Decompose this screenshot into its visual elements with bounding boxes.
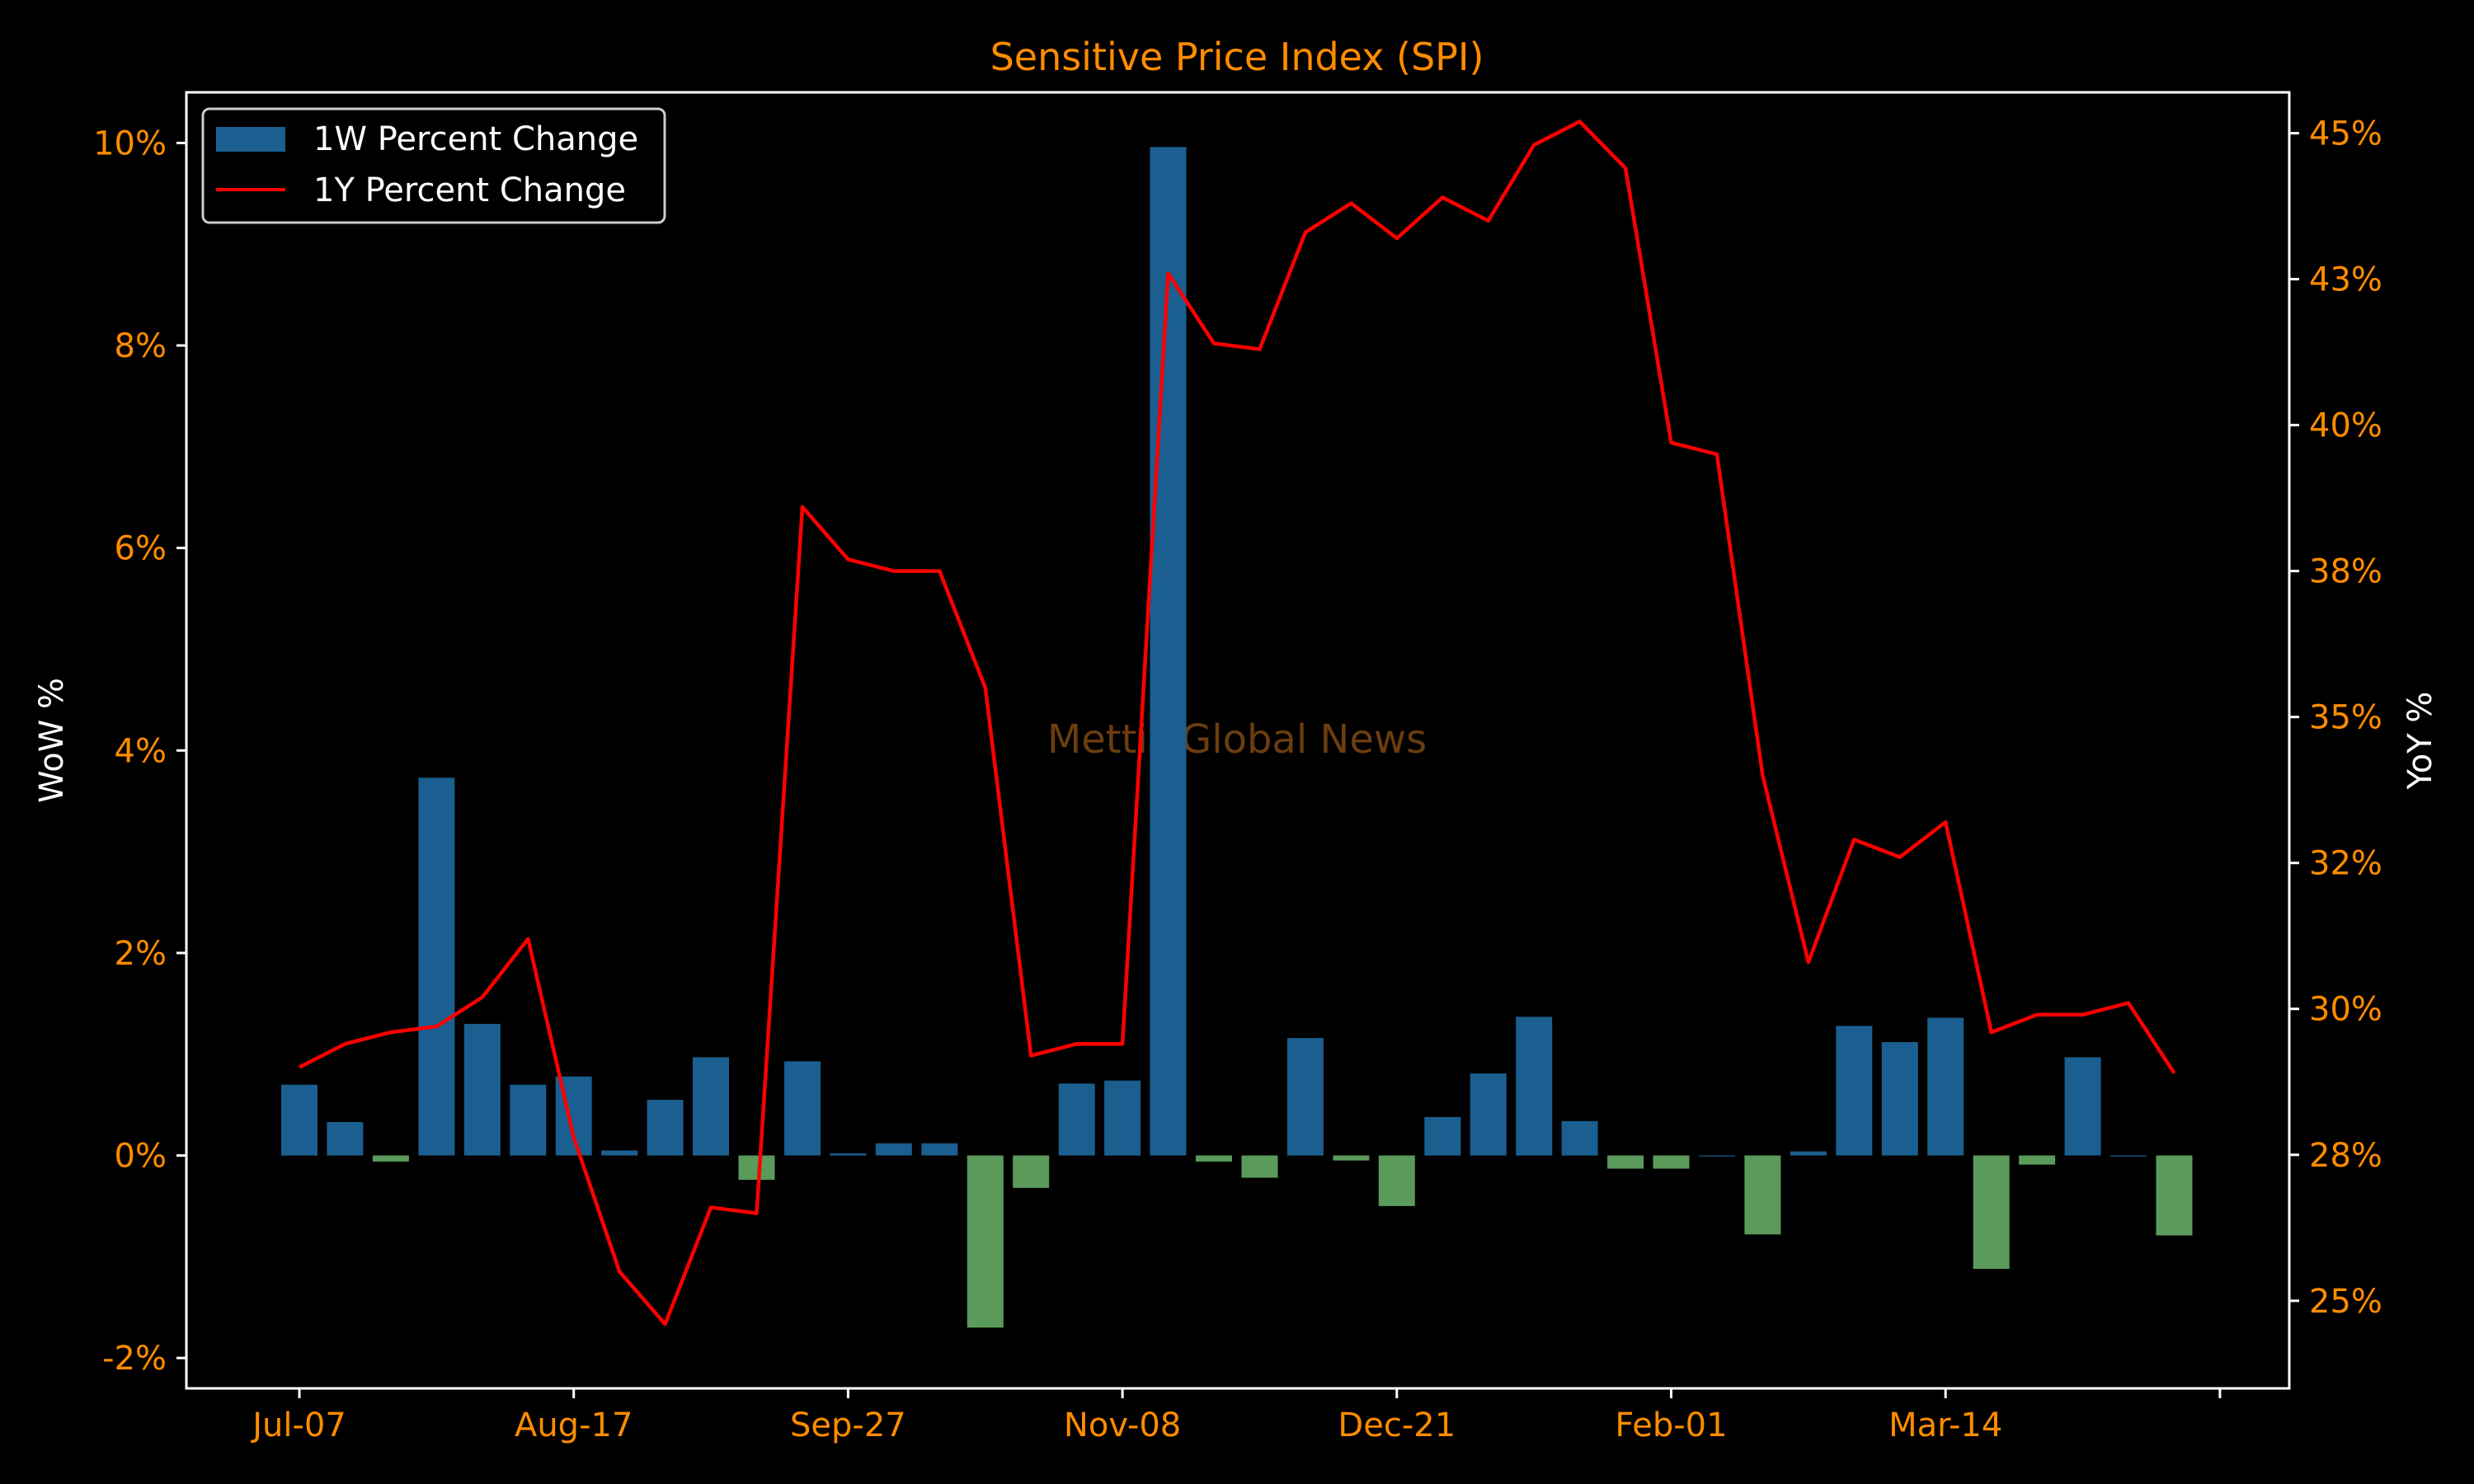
x-tick-label: Sep-27 xyxy=(790,1407,906,1444)
bar-wow xyxy=(1607,1155,1644,1169)
bar-wow xyxy=(327,1122,364,1156)
bar-wow xyxy=(1836,1026,1873,1156)
y-tick-label-right: 32% xyxy=(2309,845,2382,883)
bar-wow xyxy=(1790,1151,1827,1156)
x-tick-label: Jul-07 xyxy=(250,1407,346,1444)
line-yoy xyxy=(298,120,2176,1327)
y-axis-label-left: WoW % xyxy=(33,678,71,803)
y-tick-label-left: 8% xyxy=(115,327,167,365)
bar-wow xyxy=(1561,1120,1598,1156)
watermark-text: Mettis Global News xyxy=(1047,716,1427,763)
bar-wow xyxy=(1333,1155,1370,1161)
x-tick-label: Dec-21 xyxy=(1338,1407,1456,1444)
y-tick-label-right: 40% xyxy=(2309,407,2382,445)
y-tick-label-right: 35% xyxy=(2309,699,2382,737)
bar-wow xyxy=(281,1084,317,1156)
y-tick-label-left: 2% xyxy=(115,935,167,973)
bar-wow xyxy=(647,1100,684,1156)
bar-wow xyxy=(875,1143,912,1156)
legend-label-1y: 1Y Percent Change xyxy=(313,171,626,209)
bar-wow xyxy=(372,1155,409,1162)
bar-wow xyxy=(1744,1155,1781,1235)
bar-wow xyxy=(1927,1017,1964,1156)
chart-title: Sensitive Price Index (SPI) xyxy=(990,35,1484,79)
bar-wow xyxy=(1196,1155,1232,1162)
bar-wow xyxy=(463,1023,501,1156)
bar-wow xyxy=(784,1061,821,1156)
legend-frame xyxy=(201,107,666,224)
bar-wow xyxy=(1470,1073,1507,1156)
x-tick-label: Aug-17 xyxy=(515,1407,633,1444)
bar-wow xyxy=(1973,1155,2010,1269)
bar-wow xyxy=(1881,1042,1918,1156)
bar-wow xyxy=(1516,1017,1553,1156)
bar-wow xyxy=(738,1155,775,1180)
x-tick-label: Mar-14 xyxy=(1888,1407,2002,1444)
y-tick-label-right: 45% xyxy=(2309,115,2382,153)
bar-wow xyxy=(1104,1080,1141,1156)
bar-wow xyxy=(510,1084,547,1156)
y-tick-label-right: 30% xyxy=(2309,991,2382,1029)
legend: 1W Percent Change 1Y Percent Change xyxy=(201,107,666,224)
plot-layer xyxy=(281,120,2193,1328)
bar-wow xyxy=(1058,1083,1095,1156)
y-tick-label-left: 0% xyxy=(115,1138,167,1176)
bar-wow xyxy=(2064,1057,2101,1156)
legend-label-1w: 1W Percent Change xyxy=(313,120,638,158)
bar-wow xyxy=(1286,1038,1324,1156)
x-tick-label: Feb-01 xyxy=(1615,1407,1727,1444)
bar-wow xyxy=(1424,1116,1461,1156)
y-tick-label-right: 28% xyxy=(2309,1137,2382,1175)
y-tick-label-left: 6% xyxy=(115,530,167,568)
bar-wow xyxy=(2019,1155,2056,1165)
y-tick-label-right: 43% xyxy=(2309,261,2382,299)
bar-wow xyxy=(418,777,455,1156)
bar-wow xyxy=(830,1153,867,1156)
bar-wow xyxy=(1150,147,1187,1156)
axis-layer: -2% 0% 2% 4% 6% 8% 10% 25% 28% 30% 32% 35% 38% 40% 43%… xyxy=(93,91,2382,1444)
y-axis-label-right: YoY % xyxy=(2401,692,2439,791)
bar-wow xyxy=(693,1057,729,1156)
bar-wow xyxy=(921,1143,958,1156)
plot-frame xyxy=(185,91,2291,1390)
legend-swatch-bar xyxy=(216,127,285,152)
bar-wow xyxy=(1013,1155,1050,1188)
bar-wow xyxy=(1241,1155,1278,1178)
bar-wow xyxy=(967,1155,1004,1328)
bar-wow xyxy=(1653,1155,1690,1169)
bar-wow xyxy=(1378,1155,1415,1206)
x-tick-label: Nov-08 xyxy=(1064,1407,1181,1444)
y-tick-label-left: 4% xyxy=(115,732,167,770)
bar-wow xyxy=(2156,1155,2193,1236)
bar-wow xyxy=(2110,1155,2147,1157)
bar-wow xyxy=(601,1150,638,1156)
y-tick-label-left: -2% xyxy=(102,1340,167,1378)
y-tick-label-right: 25% xyxy=(2309,1283,2382,1321)
bar-wow xyxy=(1698,1155,1735,1157)
y-tick-label-right: 38% xyxy=(2309,553,2382,591)
y-tick-label-left: 10% xyxy=(93,124,167,162)
